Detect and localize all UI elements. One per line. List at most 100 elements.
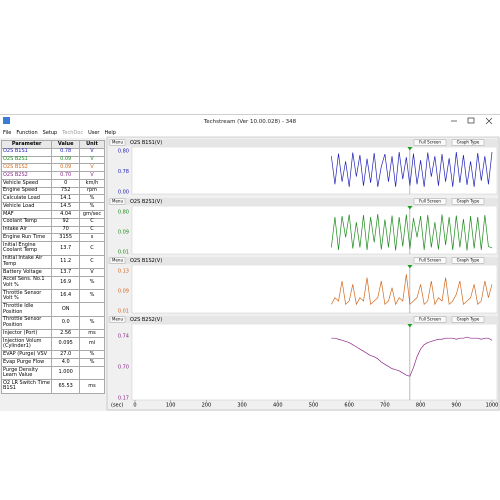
table-cell: C <box>78 254 106 269</box>
y-min-label: 0.01 <box>118 250 129 256</box>
menu-bar: File Function Setup TechDoc User Help <box>0 129 500 138</box>
y-min-label: 0.00 <box>118 190 129 196</box>
table-cell: Initial Intake Air Temp <box>0 254 53 269</box>
y-current-label: 0.78 <box>118 169 129 175</box>
x-tick-label: 1000 <box>486 403 499 409</box>
maximize-button[interactable] <box>467 117 475 124</box>
y-max-label: 0.80 <box>118 149 129 155</box>
x-tick-label: 600 <box>344 403 354 409</box>
full-screen-button[interactable] <box>413 316 447 323</box>
menu-button-label: Menu <box>112 140 123 145</box>
y-min-label: 0.01 <box>118 309 129 315</box>
table-header: Parameter Value Unit <box>0 140 106 149</box>
parameter-table: Parameter Value Unit O2S B1S1 0.78 V O2S B2S1 0… <box>0 140 106 394</box>
graph-type-button[interactable] <box>451 198 485 205</box>
title-bar: Techstream (Ver 10.00.028) - 348 <box>0 115 500 129</box>
full-screen-button-label: Full Screen <box>419 317 441 322</box>
menu-item[interactable]: Help <box>104 130 116 136</box>
menu-item[interactable]: File <box>3 130 12 136</box>
menu-button[interactable] <box>109 257 126 264</box>
y-current-label: 0.09 <box>118 289 129 295</box>
table-cell: Injection Volum (Cylinder1) <box>0 336 53 352</box>
plot-area <box>131 323 498 401</box>
table-cell: C <box>78 241 106 256</box>
graph-type-button[interactable] <box>451 139 485 146</box>
table-cell: Initial Engine Coolant Temp <box>0 241 53 256</box>
full-screen-button-label: Full Screen <box>419 140 441 145</box>
full-screen-button[interactable] <box>413 257 447 264</box>
graph-type-button-label: Graph Type <box>457 199 480 204</box>
x-tick-label: 0 <box>133 403 136 409</box>
menu-button[interactable] <box>109 316 126 323</box>
graph-type-button[interactable] <box>451 316 485 323</box>
table-row: Throttle Sensor Position 0.0% <box>0 315 106 331</box>
table-cell: Throttle Sensor Position <box>0 315 53 331</box>
menu-button-label: Menu <box>112 317 123 322</box>
cursor-marker <box>407 147 413 151</box>
menu-button[interactable] <box>109 198 126 205</box>
y-max-label: 0.80 <box>118 210 129 216</box>
window-title: Techstream (Ver 10.00.028) - 348 <box>203 119 297 125</box>
menu-item[interactable]: TechDoc <box>62 130 84 136</box>
table-row: Accel Sens. No.1 Volt % 16.9% <box>0 275 106 291</box>
panel-header <box>108 316 498 323</box>
full-screen-button[interactable] <box>413 198 447 205</box>
x-tick-label: 100 <box>166 403 176 409</box>
graph-type-button[interactable] <box>451 257 485 264</box>
plot-area <box>131 264 498 314</box>
table-cell: ms <box>78 379 106 394</box>
table-cell: ml <box>78 336 106 352</box>
y-current-label: 0.70 <box>118 365 129 371</box>
full-screen-button-label: Full Screen <box>419 199 441 204</box>
menu-item[interactable]: Setup <box>42 130 58 136</box>
x-tick-label: 900 <box>452 403 462 409</box>
table-row: O2 LR Switch Time B1S1 65.53 ms <box>0 379 106 394</box>
signal-line <box>331 151 493 187</box>
table-row: Initial Intake Air Temp 11.2 C <box>0 254 106 269</box>
y-max-label: 0.74 <box>118 334 129 340</box>
plot-area <box>131 146 498 195</box>
plot-area <box>131 205 498 255</box>
graph-type-button-label: Graph Type <box>457 317 480 322</box>
table-cell: % <box>78 315 106 331</box>
graph-type-button-label: Graph Type <box>457 258 480 263</box>
x-tick-label: 800 <box>416 403 426 409</box>
full-screen-button-label: Full Screen <box>419 258 441 263</box>
y-min-label: 0.17 <box>118 396 129 402</box>
table-row: Initial Engine Coolant Temp 13.7 C <box>0 241 106 256</box>
table-cell: 13.7 <box>51 241 80 256</box>
signal-line <box>331 274 493 306</box>
table-row: Injection Volum (Cylinder1) 0.095 ml <box>0 336 106 352</box>
table-row: O2S B1S1 0.78 V <box>0 147 106 157</box>
x-tick-label: 500 <box>309 403 319 409</box>
close-button[interactable] <box>485 117 493 125</box>
y-max-label: 0.13 <box>118 269 129 275</box>
y-current-label: 0.09 <box>118 230 129 236</box>
panel-title: O2S B1S1(V) <box>130 140 162 146</box>
table-cell: 0.095 <box>51 336 80 352</box>
cursor-marker <box>407 206 413 210</box>
graph-type-button-label: Graph Type <box>457 140 480 145</box>
full-screen-button[interactable] <box>413 139 447 146</box>
panel-title: O2S B1S2(V) <box>130 258 162 264</box>
signal-line <box>331 213 493 251</box>
x-tick-label: 700 <box>380 403 390 409</box>
x-axis-label: (sec) <box>111 403 123 409</box>
x-tick-label: 200 <box>202 403 212 409</box>
menu-button-label: Menu <box>112 199 123 204</box>
menu-button-label: Menu <box>112 258 123 263</box>
panel-header <box>108 139 498 146</box>
table-row: Throttle Sensor Volt % 16.4% <box>0 289 106 304</box>
cursor-marker <box>407 324 413 328</box>
panel-title: O2S B2S2(V) <box>130 317 162 323</box>
menu-item[interactable]: User <box>88 130 100 136</box>
cursor-marker <box>407 265 413 269</box>
table-cell: O2 LR Switch Time B1S1 <box>0 379 53 394</box>
x-tick-label: 300 <box>237 403 247 409</box>
menu-button[interactable] <box>109 139 126 146</box>
panel-header <box>108 198 498 205</box>
x-tick-label: 400 <box>273 403 283 409</box>
menu-item[interactable]: Function <box>16 130 38 136</box>
